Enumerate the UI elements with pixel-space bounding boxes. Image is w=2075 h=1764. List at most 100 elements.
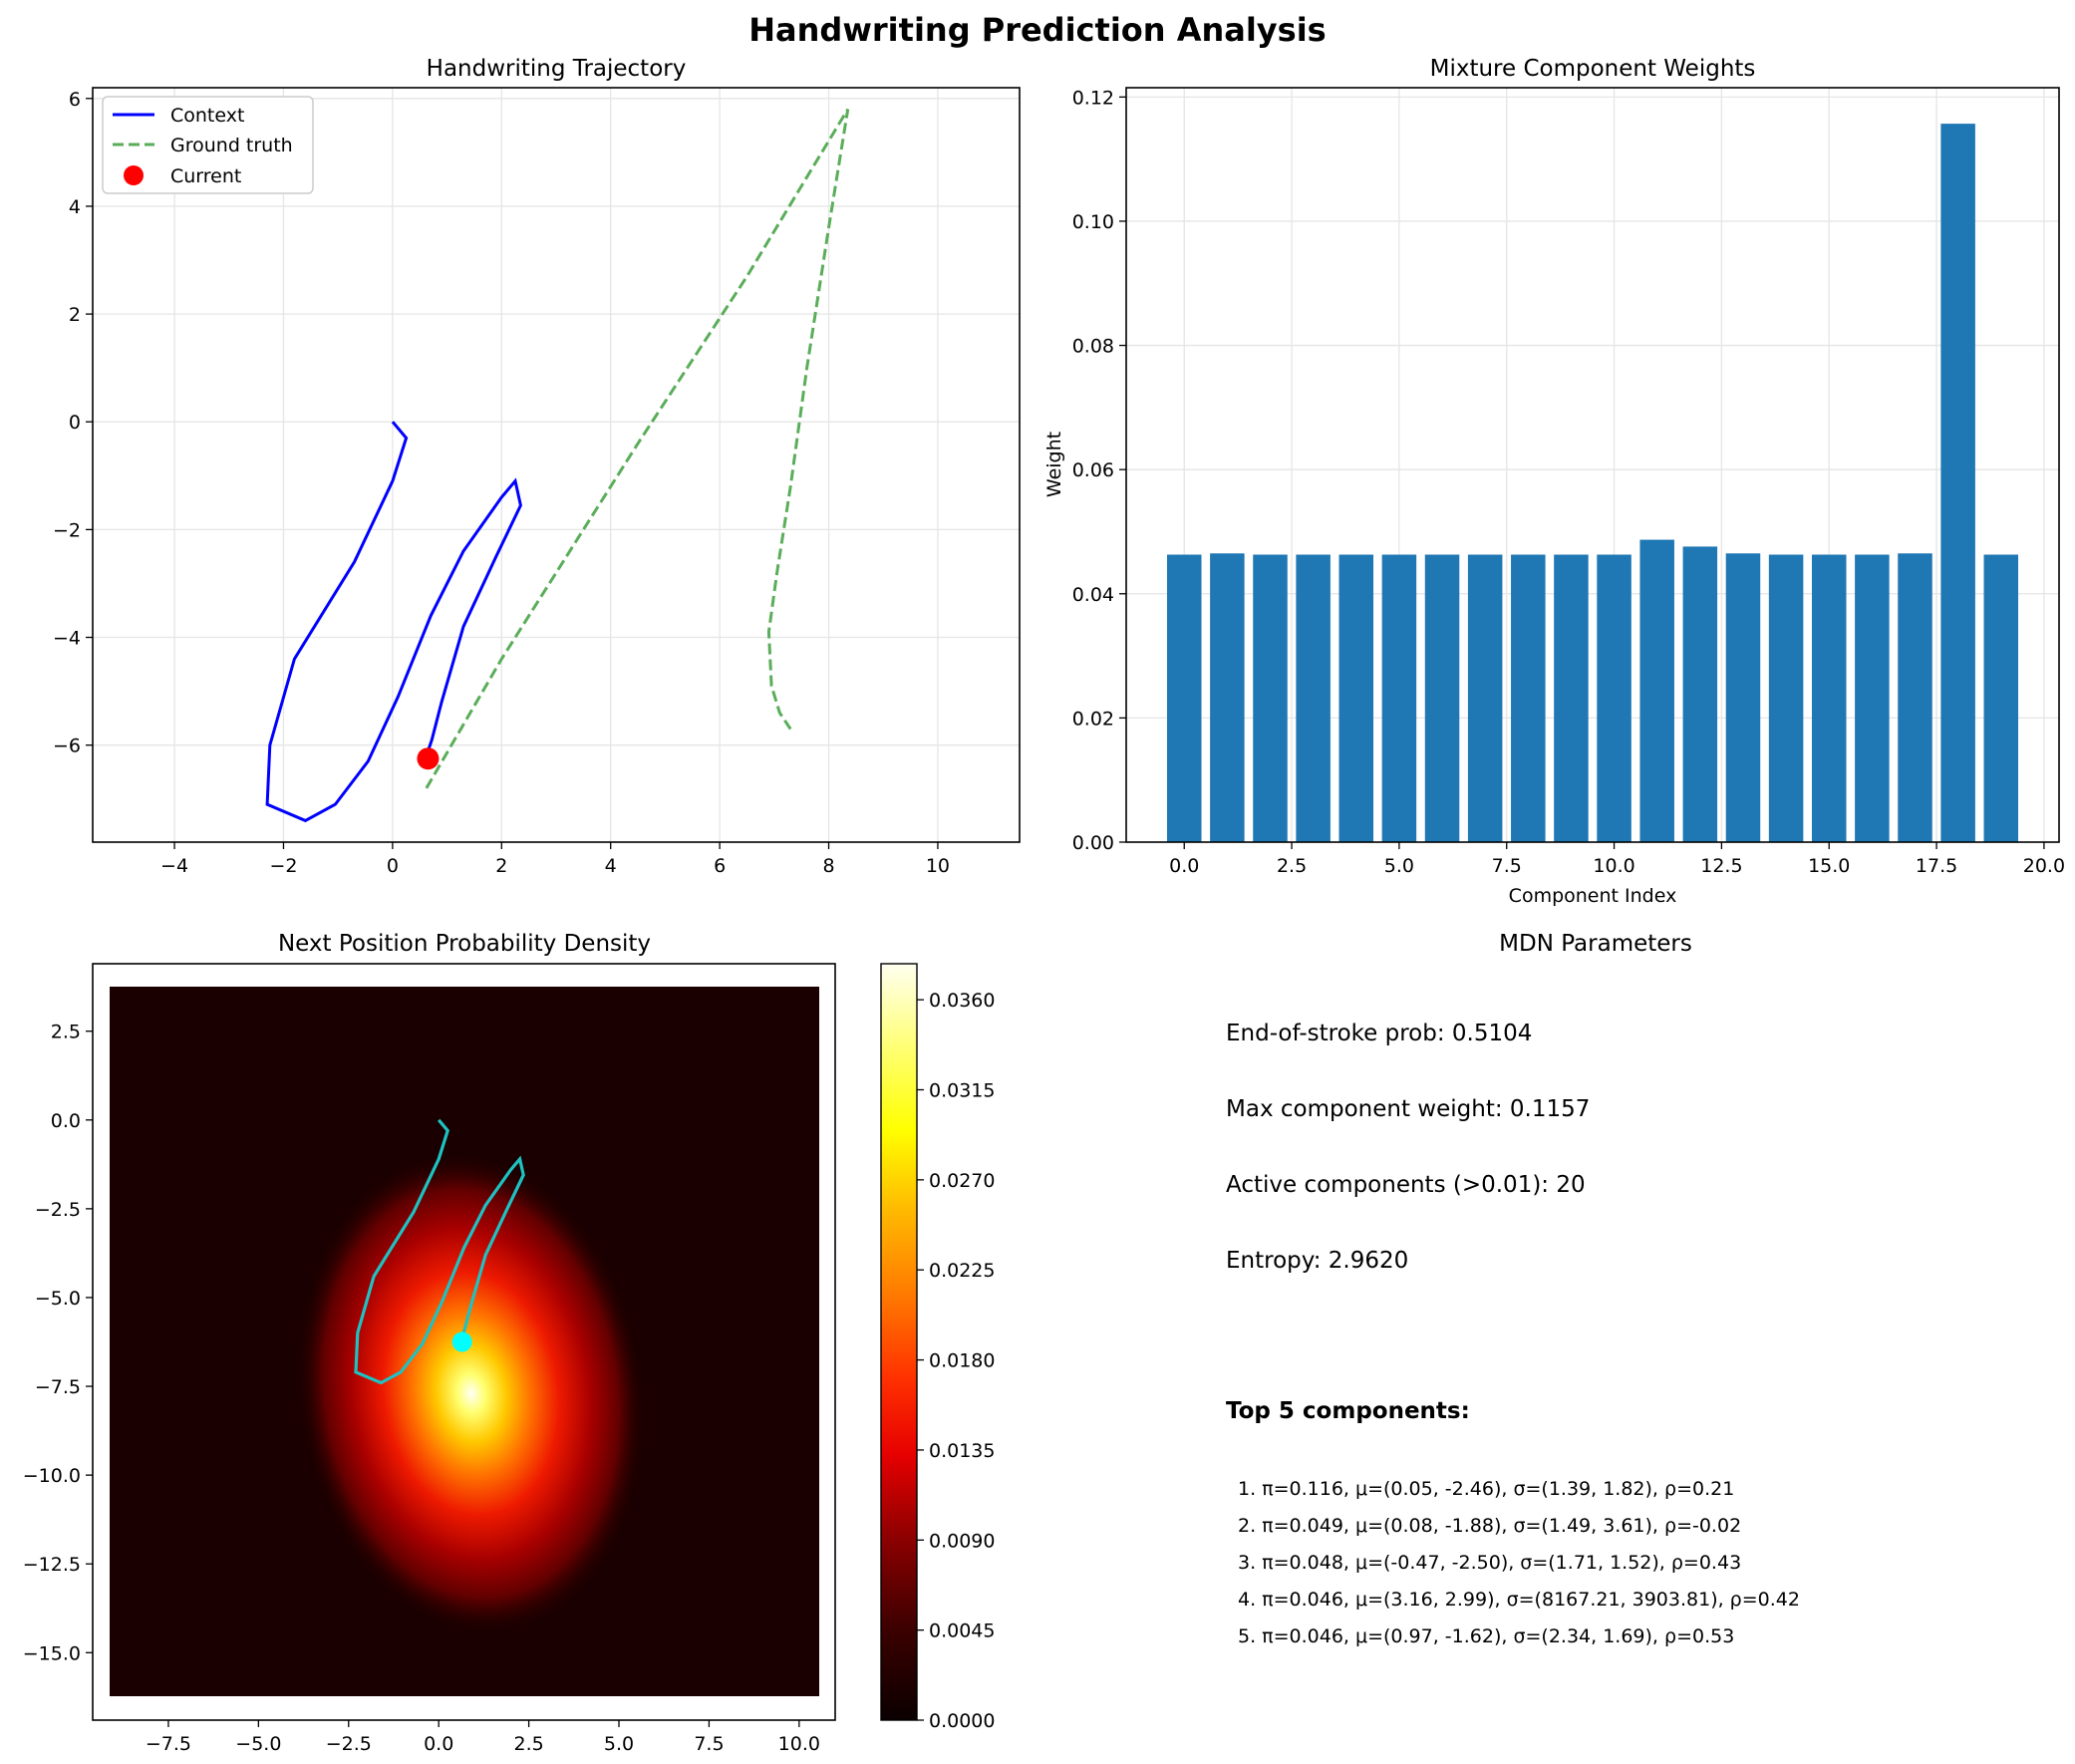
weights-axes-frame	[1125, 87, 2060, 843]
colorbar-tick-label: 0.0180	[929, 1350, 995, 1372]
top-components-title: Top 5 components:	[1226, 1398, 1470, 1424]
weight-bar	[1983, 554, 2019, 842]
current-point	[417, 747, 440, 770]
ground-truth-line	[425, 108, 850, 789]
legend-current-label: Current	[170, 165, 241, 187]
trajectory-x-tick-label: 8	[822, 855, 834, 877]
colorbar-tick-label: 0.0000	[929, 1710, 995, 1732]
param-line-eos: End-of-stroke prob: 0.5104	[1226, 1021, 1532, 1046]
weights-x-tick-label: 15.0	[1808, 855, 1850, 877]
param-line-active: Active components (>0.01): 20	[1226, 1172, 1586, 1198]
weight-bar	[1210, 553, 1245, 842]
colorbar-tick-label: 0.0135	[929, 1440, 995, 1462]
density-y-tick-label: 2.5	[51, 1022, 81, 1043]
density-panel: Next Position Probability Density −7.5 −5…	[23, 931, 996, 1755]
weight-bar	[1166, 554, 1202, 842]
weight-bar	[1296, 554, 1331, 842]
weight-bar	[1725, 553, 1761, 842]
density-x-tick-label: −5.0	[235, 1733, 281, 1755]
context-line	[265, 421, 522, 823]
trajectory-y-tick-label: −6	[53, 735, 81, 757]
density-x-tick-label: 0.0	[424, 1733, 453, 1755]
weights-y-tick-label: 0.08	[1072, 336, 1114, 358]
density-blob	[295, 1150, 648, 1637]
weights-title: Mixture Component Weights	[1430, 56, 1756, 82]
density-x-tick-label: 10.0	[778, 1733, 820, 1755]
param-line-entropy: Entropy: 2.9620	[1226, 1248, 1408, 1274]
weight-bar	[1898, 553, 1932, 842]
top-component-2: 2. π=0.049, μ=(0.08, -1.88), σ=(1.49, 3.…	[1238, 1515, 1741, 1537]
density-title: Next Position Probability Density	[278, 931, 651, 957]
weights-x-tick-label: 0.0	[1169, 855, 1199, 877]
density-x-tick-label: 5.0	[604, 1733, 634, 1755]
density-y-tick-label: −7.5	[35, 1376, 81, 1398]
weights-y-label: Weight	[1043, 432, 1065, 497]
weights-y-ticks: 0.00 0.02 0.04 0.06 0.08 0.10 0.12	[1072, 87, 1126, 854]
colorbar	[880, 963, 918, 1721]
trajectory-y-tick-label: 2	[69, 304, 81, 326]
top-component-4: 4. π=0.046, μ=(3.16, 2.99), σ=(8167.21, …	[1238, 1589, 1800, 1611]
density-y-tick-label: −10.0	[23, 1465, 81, 1487]
weight-bar	[1940, 124, 1975, 842]
colorbar-ticks: 0.0000 0.0045 0.0090 0.0135 0.0180 0.0225 0.02…	[917, 990, 995, 1732]
weights-panel: Mixture Component Weights 0.0 2.5 5.0 7.5 10…	[1043, 56, 2065, 907]
trajectory-legend: Context Ground truth Current	[102, 96, 314, 194]
params-title: MDN Parameters	[1499, 931, 1692, 957]
trajectory-x-ticks: −4 −2 0 2 4 6 8 10	[160, 842, 950, 877]
trajectory-panel: Handwriting Trajectory −4 −2 0 2 4 6 8 10 −6 −4 −…	[53, 56, 1021, 877]
colorbar-tick-label: 0.0045	[929, 1620, 995, 1642]
trajectory-x-tick-label: 6	[714, 855, 726, 877]
weights-y-tick-label: 0.04	[1072, 584, 1114, 606]
weight-bar	[1682, 546, 1718, 842]
colorbar-tick-label: 0.0090	[929, 1530, 995, 1552]
weights-y-tick-label: 0.06	[1072, 459, 1114, 481]
param-line-max-weight: Max component weight: 0.1157	[1226, 1096, 1590, 1122]
params-panel: MDN Parameters End-of-stroke prob: 0.510…	[1226, 931, 1800, 1647]
trajectory-title: Handwriting Trajectory	[427, 56, 687, 82]
weights-y-tick-label: 0.00	[1072, 832, 1114, 854]
trajectory-y-tick-label: −2	[53, 519, 81, 541]
colorbar-tick-label: 0.0360	[929, 990, 995, 1012]
trajectory-x-tick-label: 0	[387, 855, 399, 877]
weight-bar	[1381, 554, 1417, 842]
weight-bar	[1855, 554, 1890, 842]
trajectory-x-tick-label: −4	[160, 855, 188, 877]
weight-bar	[1253, 554, 1288, 842]
trajectory-x-tick-label: −2	[269, 855, 297, 877]
trajectory-x-tick-label: 10	[926, 855, 950, 877]
weights-x-tick-label: 17.5	[1916, 855, 1957, 877]
weights-x-tick-label: 12.5	[1700, 855, 1742, 877]
weights-x-tick-label: 2.5	[1277, 855, 1307, 877]
trajectory-axes-frame	[92, 87, 1021, 843]
trajectory-x-tick-label: 4	[605, 855, 617, 877]
colorbar-tick-label: 0.0270	[929, 1170, 995, 1192]
weights-x-tick-label: 20.0	[2023, 855, 2065, 877]
legend-context-label: Context	[170, 105, 244, 127]
weights-y-tick-label: 0.10	[1072, 211, 1114, 233]
density-x-tick-label: 2.5	[513, 1733, 543, 1755]
weights-x-tick-label: 7.5	[1492, 855, 1522, 877]
weight-bar	[1554, 554, 1589, 842]
top-component-3: 3. π=0.048, μ=(-0.47, -2.50), σ=(1.71, 1…	[1238, 1552, 1741, 1574]
weights-y-tick-label: 0.02	[1072, 708, 1114, 730]
weight-bar	[1768, 554, 1804, 842]
density-y-tick-label: −5.0	[35, 1288, 81, 1310]
trajectory-y-tick-label: 6	[69, 89, 81, 111]
density-axes-frame	[92, 963, 836, 1721]
trajectory-x-tick-label: 2	[495, 855, 507, 877]
weight-bar	[1467, 554, 1503, 842]
weights-x-tick-label: 10.0	[1593, 855, 1634, 877]
trajectory-y-ticks: −6 −4 −2 0 2 4 6	[53, 89, 93, 757]
weight-bar	[1811, 554, 1847, 842]
weights-x-label: Component Index	[1509, 885, 1677, 907]
colorbar-tick-label: 0.0225	[929, 1260, 995, 1282]
weight-bar	[1597, 554, 1631, 842]
density-x-tick-label: −2.5	[326, 1733, 372, 1755]
weights-bars	[1166, 124, 2019, 842]
trajectory-y-tick-label: 4	[69, 196, 81, 218]
density-y-tick-label: −2.5	[35, 1199, 81, 1221]
weight-bar	[1639, 539, 1674, 842]
density-y-tick-label: −15.0	[23, 1642, 81, 1664]
legend-box	[102, 96, 314, 194]
